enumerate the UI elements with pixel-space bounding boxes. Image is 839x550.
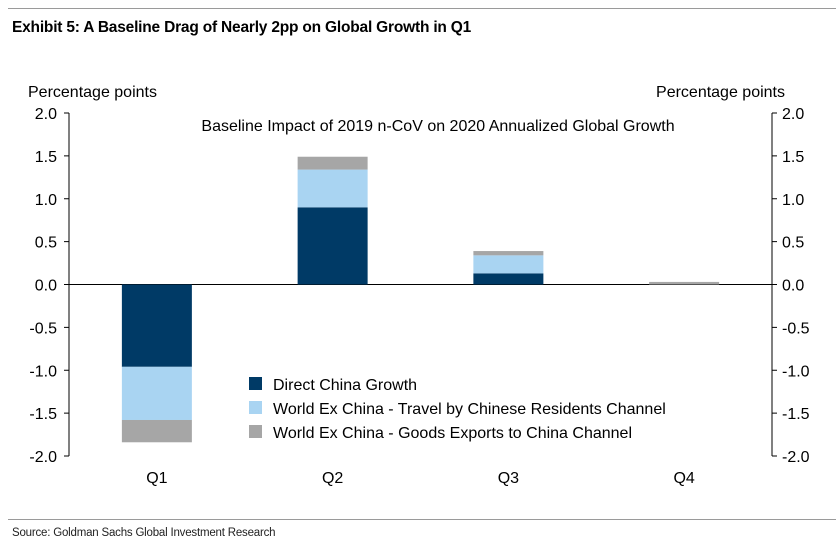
y-tick-label-right: -2.0 <box>782 449 810 466</box>
legend-swatch <box>249 377 262 390</box>
legend-swatch <box>249 401 262 414</box>
legend-label: World Ex China - Goods Exports to China … <box>273 425 632 442</box>
y-tick-label-left: -2.0 <box>29 449 57 466</box>
x-tick-label: Q3 <box>498 470 519 487</box>
legend-swatch <box>249 425 262 438</box>
y-tick-label-right: 1.0 <box>782 192 804 209</box>
axes: 2.0 2.0 1.5 1.5 1.0 1.0 0.5 0.5 0.0 0.0 -0.5 -0.5 -1… <box>29 106 809 487</box>
bar-segment <box>649 281 720 285</box>
chart-title: Baseline Impact of 2019 n-CoV on 2020 An… <box>201 118 674 135</box>
bar-segment <box>473 273 544 285</box>
legend-label: Direct China Growth <box>273 377 417 394</box>
y-tick-label-right: -0.5 <box>782 320 810 337</box>
source-note: Source: Goldman Sachs Global Investment … <box>12 527 276 539</box>
y-tick-label-right: 0.0 <box>782 278 804 295</box>
y-tick-label-left: -0.5 <box>29 320 57 337</box>
top-rule <box>8 8 836 9</box>
y-tick-label-left: 2.0 <box>35 106 57 123</box>
bar-segment <box>297 169 368 208</box>
legend: Direct China Growth World Ex China - Trav… <box>249 377 666 442</box>
bars <box>121 156 720 443</box>
y-tick-label-right: 2.0 <box>782 106 804 123</box>
x-tick-label: Q1 <box>146 470 167 487</box>
y-tick-label-left: 0.0 <box>35 278 57 295</box>
y-tick-label-right: -1.5 <box>782 406 810 423</box>
bar-segment <box>297 207 368 285</box>
y-tick-label-right: -1.0 <box>782 363 810 380</box>
bar-segment <box>297 156 368 170</box>
y-tick-label-left: -1.0 <box>29 363 57 380</box>
bar-segment <box>121 366 192 420</box>
y-tick-label-left: 1.0 <box>35 192 57 209</box>
x-tick-label: Q4 <box>673 470 694 487</box>
exhibit-title: Exhibit 5: A Baseline Drag of Nearly 2pp… <box>12 19 472 36</box>
legend-label: World Ex China - Travel by Chinese Resid… <box>273 401 666 418</box>
y-axis-label-left: Percentage points <box>28 84 157 101</box>
bar-segment <box>473 251 544 256</box>
y-tick-label-left: 0.5 <box>35 235 57 252</box>
y-axis-label-right: Percentage points <box>656 84 785 101</box>
bar-segment <box>121 419 192 443</box>
y-tick-label-right: 1.5 <box>782 149 804 166</box>
y-tick-label-right: 0.5 <box>782 235 804 252</box>
bar-segment <box>473 255 544 274</box>
bar-segment <box>121 284 192 367</box>
stacked-bar-chart: Percentage points Percentage points Base… <box>28 84 810 487</box>
y-tick-label-left: 1.5 <box>35 149 57 166</box>
bottom-rule <box>8 519 836 520</box>
y-tick-label-left: -1.5 <box>29 406 57 423</box>
x-tick-label: Q2 <box>322 470 343 487</box>
